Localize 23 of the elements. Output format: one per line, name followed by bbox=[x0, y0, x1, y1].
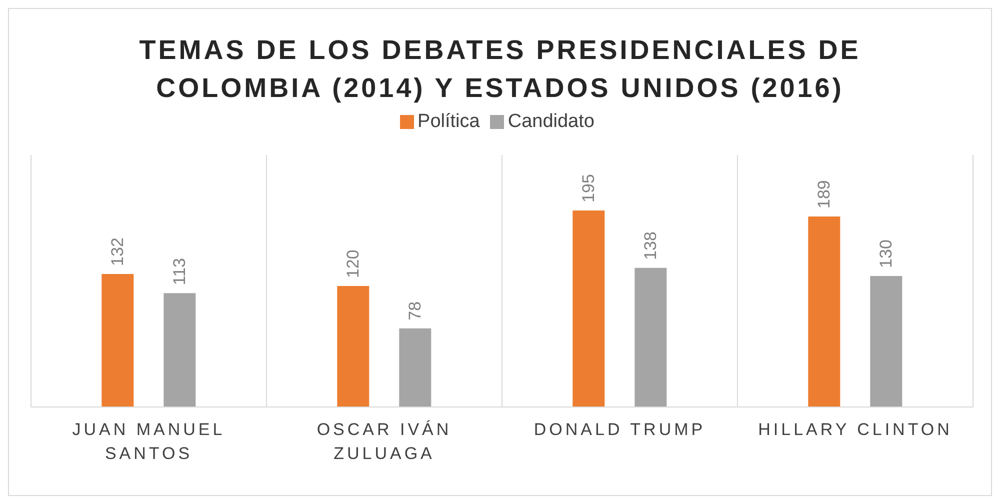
x-tick-label: JUAN MANUEL SANTOS bbox=[72, 420, 226, 463]
bar bbox=[572, 210, 605, 407]
legend-label: Candidato bbox=[508, 111, 594, 132]
bar bbox=[399, 328, 432, 407]
data-label: 120 bbox=[344, 250, 363, 278]
data-label: 78 bbox=[406, 301, 425, 320]
legend-label: Política bbox=[418, 111, 480, 132]
data-label: 132 bbox=[108, 238, 128, 266]
bar bbox=[164, 293, 196, 407]
bar bbox=[337, 286, 370, 407]
x-tick-label: HILLARY CLINTON bbox=[758, 420, 952, 439]
bar bbox=[634, 268, 667, 407]
bar bbox=[808, 216, 840, 407]
x-tick-label: DONALD TRUMP bbox=[534, 420, 706, 439]
bar bbox=[102, 274, 134, 407]
chart-title: TEMAS DE LOS DEBATES PRESIDENCIALES DE COLOMBIA (2014) Y ESTADOS UNIDOS (2016) bbox=[138, 34, 862, 105]
x-tick-label: OSCAR IVÁN ZULUAGA bbox=[316, 420, 452, 463]
data-label: 138 bbox=[641, 232, 660, 260]
data-label: 189 bbox=[814, 180, 834, 208]
data-label: 113 bbox=[170, 258, 190, 286]
data-label: 195 bbox=[579, 174, 598, 202]
bar bbox=[870, 276, 902, 407]
data-label: 130 bbox=[876, 240, 896, 268]
